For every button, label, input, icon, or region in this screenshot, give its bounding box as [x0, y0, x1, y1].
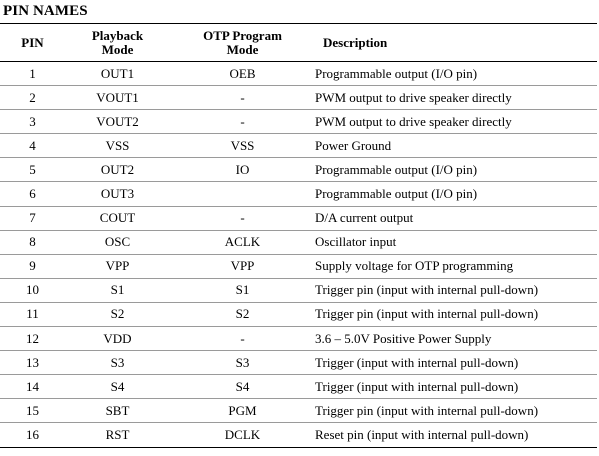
table-row: 14 S4 S4 Trigger (input with internal pu…: [0, 374, 597, 400]
header-row: PIN Playback Mode OTP Program Mode Descr…: [0, 23, 597, 62]
otp-mode-cell: -: [170, 85, 315, 111]
otp-mode-cell: S1: [170, 278, 315, 303]
header-otp-line1: OTP Program: [203, 27, 282, 43]
otp-mode-cell: -: [170, 109, 315, 135]
otp-mode-cell: S3: [170, 350, 315, 376]
playback-mode-cell: S1: [65, 278, 170, 303]
table-row: 2 VOUT1 - PWM output to drive speaker di…: [0, 85, 597, 111]
table-row: 10 S1 S1 Trigger pin (input with interna…: [0, 278, 597, 303]
playback-mode-cell: S3: [65, 350, 170, 376]
description-cell: Programmable output (I/O pin): [315, 157, 597, 183]
playback-mode-cell: OUT3: [65, 181, 170, 207]
pin-number: 16: [0, 422, 65, 448]
pin-number: 9: [0, 254, 65, 279]
otp-mode-cell: DCLK: [170, 422, 315, 448]
table-row: 3 VOUT2 - PWM output to drive speaker di…: [0, 109, 597, 135]
table-row: 12 VDD - 3.6 – 5.0V Positive Power Suppl…: [0, 326, 597, 352]
description-cell: Supply voltage for OTP programming: [315, 254, 597, 279]
description-cell: Power Ground: [315, 133, 597, 159]
table-row: 5 OUT2 IO Programmable output (I/O pin): [0, 157, 597, 183]
playback-mode-cell: VDD: [65, 326, 170, 352]
pin-number: 8: [0, 230, 65, 255]
description-cell: Programmable output (I/O pin): [315, 61, 597, 87]
pin-number: 14: [0, 374, 65, 400]
description-cell: Trigger pin (input with internal pull-do…: [315, 302, 597, 328]
pin-number: 5: [0, 157, 65, 183]
pin-number: 7: [0, 206, 65, 231]
otp-mode-cell: S4: [170, 374, 315, 400]
otp-mode-cell: VPP: [170, 254, 315, 279]
description-cell: Trigger pin (input with internal pull-do…: [315, 278, 597, 303]
pin-number: 11: [0, 302, 65, 328]
header-otp-line2: Mode: [226, 41, 259, 57]
playback-mode-cell: VPP: [65, 254, 170, 279]
otp-mode-cell: ACLK: [170, 230, 315, 255]
pin-number: 15: [0, 398, 65, 424]
otp-mode-cell: -: [170, 206, 315, 231]
table-row: 8 OSC ACLK Oscillator input: [0, 230, 597, 255]
otp-mode-cell: -: [170, 326, 315, 352]
header-playback-line1: Playback: [91, 27, 144, 43]
playback-mode-cell: SBT: [65, 398, 170, 424]
description-cell: 3.6 – 5.0V Positive Power Supply: [315, 326, 597, 352]
header-description: Description: [315, 23, 597, 62]
table-row: 15 SBT PGM Trigger pin (input with inter…: [0, 398, 597, 424]
section-title: PIN NAMES: [3, 3, 88, 19]
otp-mode-cell: VSS: [170, 133, 315, 159]
pin-number: 12: [0, 326, 65, 352]
pin-number: 10: [0, 278, 65, 303]
playback-mode-cell: VOUT1: [65, 85, 170, 111]
otp-mode-cell: S2: [170, 302, 315, 328]
otp-mode-cell: IO: [170, 157, 315, 183]
description-cell: PWM output to drive speaker directly: [315, 109, 597, 135]
table-body: 1 OUT1 OEB Programmable output (I/O pin)…: [0, 61, 597, 448]
table-row: 6 OUT3 Programmable output (I/O pin): [0, 181, 597, 207]
description-cell: Programmable output (I/O pin): [315, 181, 597, 207]
description-cell: Trigger (input with internal pull-down): [315, 374, 597, 400]
pin-number: 2: [0, 85, 65, 111]
description-cell: Trigger pin (input with internal pull-do…: [315, 398, 597, 424]
header-description-label: Description: [323, 34, 388, 50]
pin-number: 4: [0, 133, 65, 159]
otp-mode-cell: OEB: [170, 61, 315, 87]
playback-mode-cell: S2: [65, 302, 170, 328]
otp-mode-cell: PGM: [170, 398, 315, 424]
otp-mode-cell: [170, 181, 315, 207]
table-row: 7 COUT - D/A current output: [0, 206, 597, 231]
table-row: 9 VPP VPP Supply voltage for OTP program…: [0, 254, 597, 279]
header-playback-mode: Playback Mode: [65, 23, 170, 62]
header-otp-program-mode: OTP Program Mode: [170, 23, 315, 62]
pin-number: 6: [0, 181, 65, 207]
pin-number: 13: [0, 350, 65, 376]
pin-number: 1: [0, 61, 65, 87]
header-playback-line2: Mode: [101, 41, 134, 57]
playback-mode-cell: VOUT2: [65, 109, 170, 135]
table-row: 4 VSS VSS Power Ground: [0, 133, 597, 159]
header-pin-label: PIN: [21, 34, 44, 50]
description-cell: Reset pin (input with internal pull-down…: [315, 422, 597, 448]
header-pin: PIN: [0, 23, 65, 62]
playback-mode-cell: OUT1: [65, 61, 170, 87]
pin-names-table: PIN Playback Mode OTP Program Mode Descr…: [0, 23, 597, 448]
playback-mode-cell: S4: [65, 374, 170, 400]
description-cell: Trigger (input with internal pull-down): [315, 350, 597, 376]
playback-mode-cell: COUT: [65, 206, 170, 231]
description-cell: Oscillator input: [315, 230, 597, 255]
description-cell: PWM output to drive speaker directly: [315, 85, 597, 111]
playback-mode-cell: RST: [65, 422, 170, 448]
playback-mode-cell: OUT2: [65, 157, 170, 183]
table-header: PIN Playback Mode OTP Program Mode Descr…: [0, 23, 597, 62]
pin-number: 3: [0, 109, 65, 135]
description-cell: D/A current output: [315, 206, 597, 231]
playback-mode-cell: VSS: [65, 133, 170, 159]
table-row: 13 S3 S3 Trigger (input with internal pu…: [0, 350, 597, 376]
playback-mode-cell: OSC: [65, 230, 170, 255]
table-row: 16 RST DCLK Reset pin (input with intern…: [0, 422, 597, 448]
table-row: 1 OUT1 OEB Programmable output (I/O pin): [0, 61, 597, 87]
table-row: 11 S2 S2 Trigger pin (input with interna…: [0, 302, 597, 328]
